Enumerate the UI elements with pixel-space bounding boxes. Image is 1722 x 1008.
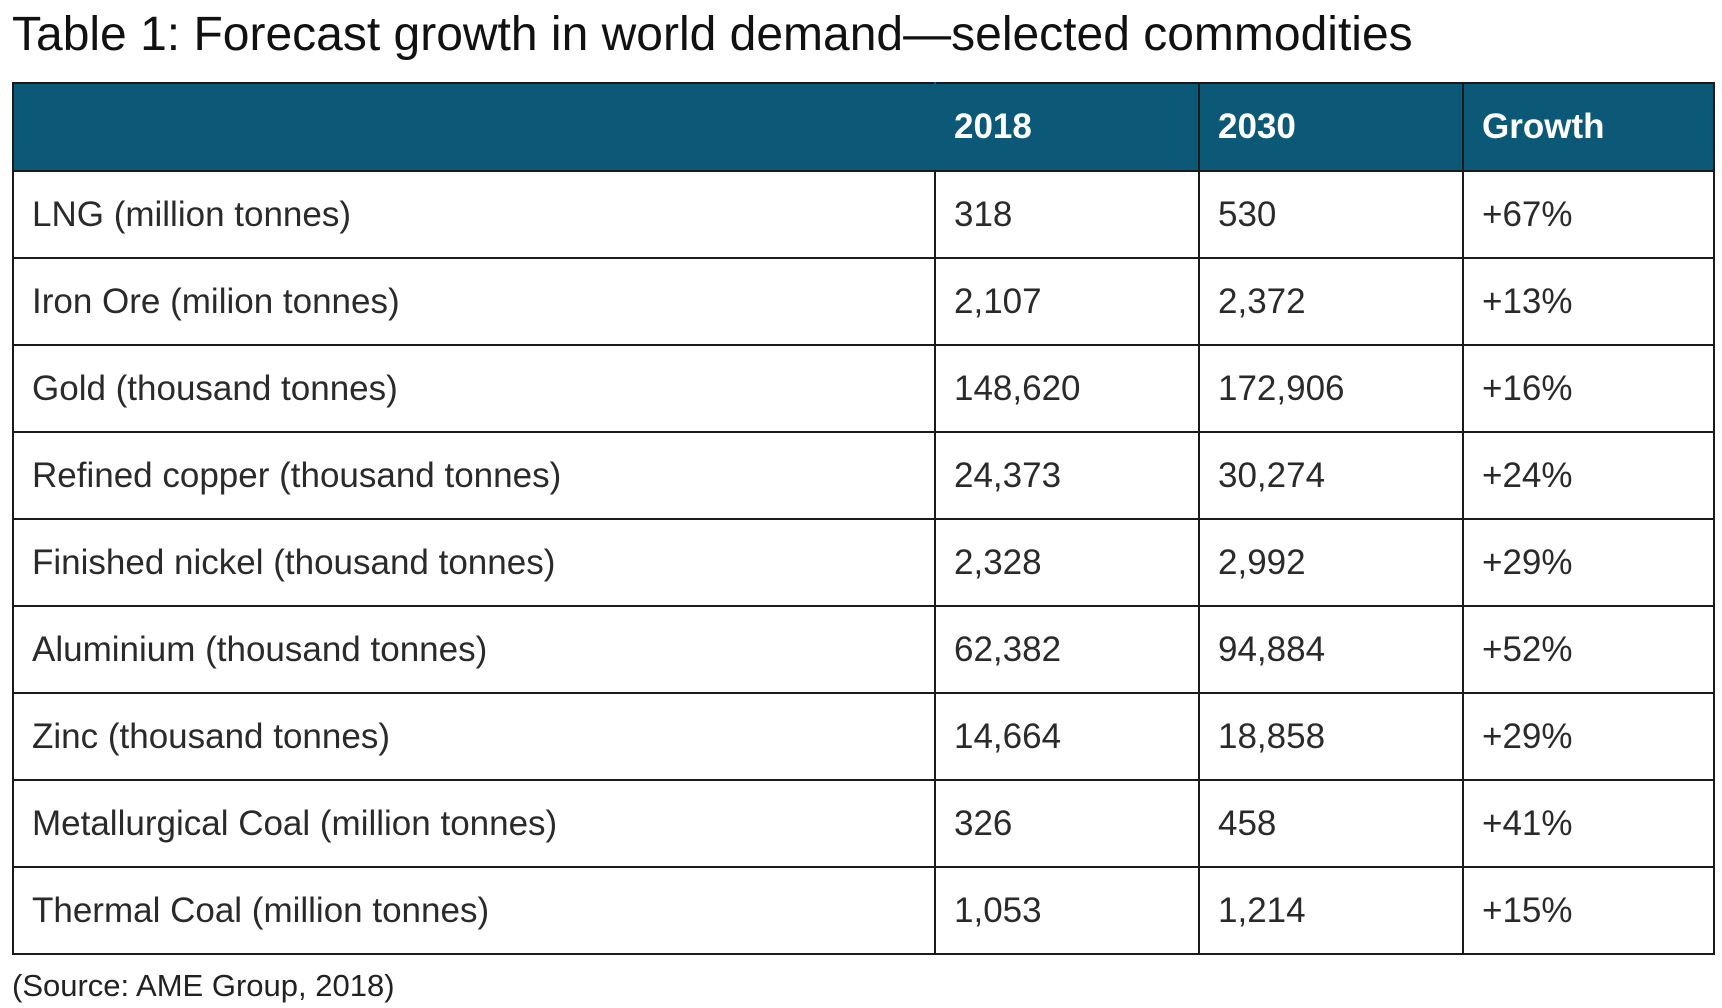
table-row: Finished nickel (thousand tonnes) 2,328 … [12,518,1715,607]
value-2018: 24,373 [934,431,1200,520]
commodity-label: Aluminium (thousand tonnes) [12,605,936,694]
table-title: Table 1: Forecast growth in world demand… [12,8,1413,61]
table-row: Thermal Coal (million tonnes) 1,053 1,21… [12,866,1715,955]
value-2030: 30,274 [1198,431,1464,520]
commodity-label: Zinc (thousand tonnes) [12,692,936,781]
value-2018: 318 [934,170,1200,259]
value-2018: 2,107 [934,257,1200,346]
table-row: LNG (million tonnes) 318 530 +67% [12,170,1715,259]
value-2018: 1,053 [934,866,1200,955]
table-row: Iron Ore (milion tonnes) 2,107 2,372 +13… [12,257,1715,346]
commodity-label: Finished nickel (thousand tonnes) [12,518,936,607]
header-cell-2018: 2018 [934,82,1200,172]
table-row: Metallurgical Coal (million tonnes) 326 … [12,779,1715,868]
value-2030: 172,906 [1198,344,1464,433]
growth-value: +41% [1462,779,1715,868]
growth-value: +24% [1462,431,1715,520]
value-2018: 62,382 [934,605,1200,694]
commodity-label: Thermal Coal (million tonnes) [12,866,936,955]
growth-value: +29% [1462,692,1715,781]
table-row: Aluminium (thousand tonnes) 62,382 94,88… [12,605,1715,694]
value-2030: 2,992 [1198,518,1464,607]
header-cell-commodity [12,82,936,172]
growth-value: +15% [1462,866,1715,955]
growth-value: +52% [1462,605,1715,694]
value-2018: 14,664 [934,692,1200,781]
value-2030: 530 [1198,170,1464,259]
value-2030: 458 [1198,779,1464,868]
commodity-demand-table: 2018 2030 Growth LNG (million tonnes) 31… [12,82,1715,955]
table-header-row: 2018 2030 Growth [12,82,1715,172]
value-2030: 94,884 [1198,605,1464,694]
growth-value: +29% [1462,518,1715,607]
header-cell-growth: Growth [1462,82,1715,172]
growth-value: +13% [1462,257,1715,346]
growth-value: +16% [1462,344,1715,433]
value-2030: 18,858 [1198,692,1464,781]
value-2030: 1,214 [1198,866,1464,955]
header-cell-2030: 2030 [1198,82,1464,172]
value-2018: 2,328 [934,518,1200,607]
table-row: Refined copper (thousand tonnes) 24,373 … [12,431,1715,520]
commodity-label: Gold (thousand tonnes) [12,344,936,433]
table-row: Gold (thousand tonnes) 148,620 172,906 +… [12,344,1715,433]
commodity-label: LNG (million tonnes) [12,170,936,259]
growth-value: +67% [1462,170,1715,259]
table-row: Zinc (thousand tonnes) 14,664 18,858 +29… [12,692,1715,781]
commodity-label: Metallurgical Coal (million tonnes) [12,779,936,868]
source-note: (Source: AME Group, 2018) [12,968,395,1003]
commodity-label: Iron Ore (milion tonnes) [12,257,936,346]
value-2018: 326 [934,779,1200,868]
value-2018: 148,620 [934,344,1200,433]
value-2030: 2,372 [1198,257,1464,346]
commodity-label: Refined copper (thousand tonnes) [12,431,936,520]
